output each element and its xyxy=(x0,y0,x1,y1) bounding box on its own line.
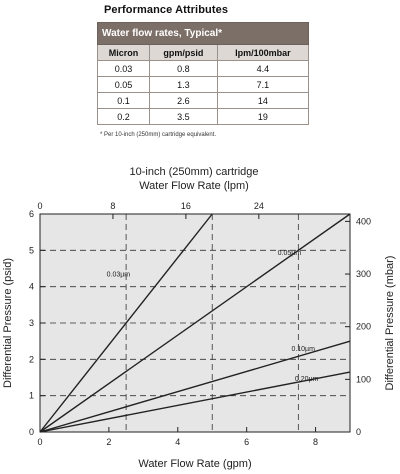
y-tick-label: 3 xyxy=(29,318,34,328)
table-cell: 0.2 xyxy=(97,108,150,125)
table-footnote: * Per 10-inch (250mm) cartridge equivale… xyxy=(100,132,217,138)
chart-title: 10-inch (250mm) cartridge xyxy=(130,166,259,178)
table-caption: Water flow rates, Typical* xyxy=(97,22,309,45)
right-tick-label: 200 xyxy=(356,322,371,332)
x-tick-label: 4 xyxy=(175,437,180,447)
table-caption-row: Water flow rates, Typical* xyxy=(97,22,309,45)
right-tick-label: 400 xyxy=(356,216,371,226)
y-axis-label: Differential Pressure (psid) xyxy=(2,258,14,388)
table-cell: 19 xyxy=(216,108,310,125)
y-tick-label: 6 xyxy=(29,209,34,219)
right-tick-label: 0 xyxy=(356,427,361,437)
table-row: 0.03 0.8 4.4 xyxy=(97,60,310,77)
top-tick-label: 8 xyxy=(110,201,115,211)
y-tick-label: 4 xyxy=(29,282,34,292)
table-row: 0.05 1.3 7.1 xyxy=(97,76,310,93)
table-row: 0.2 3.5 19 xyxy=(97,108,310,125)
series-label: 0.03µm xyxy=(107,272,131,279)
top-tick-label: 16 xyxy=(181,201,191,211)
series-line-0.03µm xyxy=(39,213,213,433)
top-axis-label: Water Flow Rate (lpm) xyxy=(139,180,249,192)
series-label: 0.20µm xyxy=(295,376,319,383)
x-tick-label: 8 xyxy=(313,437,318,447)
table-header-row: Micron gpm/psid lpm/100mbar xyxy=(97,44,310,61)
series-line-0.10µm xyxy=(39,340,351,433)
right-tick-label: 100 xyxy=(356,374,371,384)
section-title: Performance Attributes xyxy=(104,4,229,16)
y-tick-label: 1 xyxy=(29,391,34,401)
y-tick-label: 5 xyxy=(29,245,34,255)
x-tick-label: 0 xyxy=(37,437,42,447)
table-cell: 0.1 xyxy=(97,92,150,109)
top-tick-label: 0 xyxy=(37,201,42,211)
right-axis-label: Differential Pressure (mbar) xyxy=(384,256,396,391)
top-tick-label: 24 xyxy=(254,201,264,211)
series-label: 0.10µm xyxy=(291,346,315,353)
table-header-micron: Micron xyxy=(97,44,150,61)
x-tick-label: 2 xyxy=(106,437,111,447)
y-tick-label: 0 xyxy=(29,427,34,437)
series-label: 0.05µm xyxy=(278,250,302,257)
series-line-0.05µm xyxy=(39,213,351,433)
flow-rate-table: Water flow rates, Typical* Micron gpm/ps… xyxy=(97,22,310,125)
x-axis-label: Water Flow Rate (gpm) xyxy=(138,458,251,470)
right-tick-label: 300 xyxy=(356,269,371,279)
y-tick-label: 2 xyxy=(29,354,34,364)
series-line-0.20µm xyxy=(39,371,351,433)
table-header-lpm-100mbar: lpm/100mbar xyxy=(216,44,310,61)
x-tick-label: 6 xyxy=(244,437,249,447)
